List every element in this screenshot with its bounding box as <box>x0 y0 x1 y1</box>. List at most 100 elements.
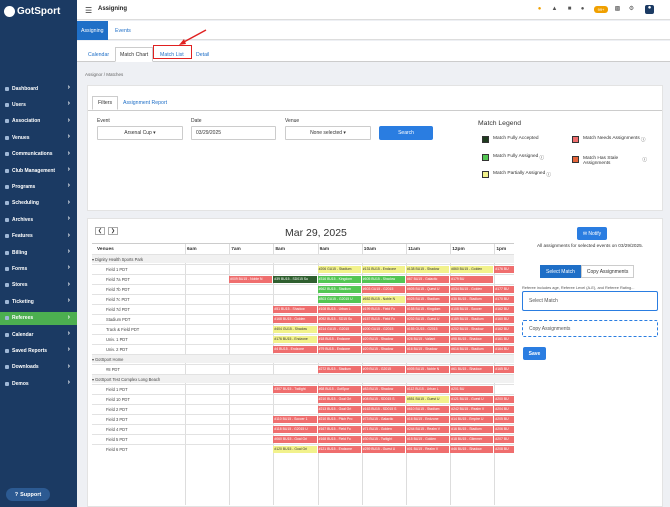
grid-icon[interactable]: ▩ <box>614 6 621 12</box>
match-block[interactable]: #68 BU15 - GotSpor <box>317 386 362 393</box>
copy-assignments-input[interactable]: Copy Assignments <box>522 320 658 337</box>
match-block[interactable]: #189 BU15 - Stadium <box>450 316 495 323</box>
match-block[interactable]: #605 BU15 - Shadow <box>361 276 406 283</box>
match-block[interactable]: #155 GU15 - G2015 <box>406 326 451 333</box>
match-block[interactable]: #73 BU15 - Galactic <box>361 416 406 423</box>
match-block[interactable]: #158 BU15 - Kingdom <box>406 306 451 313</box>
next-day-button[interactable]: ❯ <box>108 227 118 235</box>
sidebar-item-communications[interactable]: Communications › <box>0 148 77 161</box>
match-block[interactable]: #307 BU15 - Twilight <box>273 386 318 393</box>
match-block[interactable]: #20 BU15 - Shadow <box>361 336 406 343</box>
match-block[interactable]: #167 BU15 - Field Fo <box>317 426 362 433</box>
tab-match-list[interactable]: Match List <box>160 51 184 58</box>
tab-assigning[interactable]: Assigning <box>77 21 108 40</box>
prev-day-button[interactable]: ❮ <box>95 227 105 235</box>
match-block[interactable]: #605 BU15 - Quest U <box>406 286 451 293</box>
match-block[interactable]: #201 BU <box>450 386 495 393</box>
info-icon[interactable]: ⓘ <box>642 158 647 163</box>
sidebar-item-stores[interactable]: Stores › <box>0 279 77 292</box>
match-block[interactable]: #08 BU15 - SD015 S <box>361 396 406 403</box>
match-block[interactable]: #131 BU15 - Endzone <box>361 266 406 273</box>
tab-copy-assignments[interactable]: Copy Assignments <box>580 265 635 278</box>
match-block[interactable]: #16 BU15 - Stadium <box>450 426 495 433</box>
sidebar-item-downloads[interactable]: Downloads › <box>0 361 77 374</box>
match-block[interactable]: #213 BU15 - Goal Gri <box>317 406 362 413</box>
match-block[interactable]: #244 BU15 - Realm V <box>406 426 451 433</box>
event-select[interactable]: Arsenal Cup ▾ <box>97 126 183 140</box>
match-block[interactable]: #242 BU15 - Realm V <box>450 406 495 413</box>
match-block[interactable]: #662 BU15 - Stadium <box>317 286 362 293</box>
notify-button[interactable]: ✉ Notify <box>577 227 607 240</box>
match-block[interactable]: #26 BU15 - Valiant <box>406 336 451 343</box>
match-block[interactable]: #16 BU15 - Shadow <box>406 346 451 353</box>
match-block[interactable]: #259 BU15 - Guest U <box>361 446 406 453</box>
match-block[interactable]: #092 BU15 - SD15 Su <box>317 316 362 323</box>
match-block[interactable]: #121 BU15 - Endzone <box>317 446 362 453</box>
match-block[interactable]: #207 BU <box>494 436 514 443</box>
match-block[interactable]: #164 BU <box>494 346 514 353</box>
venue-select[interactable]: None selected ▾ <box>285 126 371 140</box>
match-block[interactable]: #138 BU15 - Shadow <box>406 266 451 273</box>
messages-badge[interactable]: 99+ <box>594 6 608 13</box>
match-block[interactable]: #272 BU15 - Stadium <box>317 366 362 373</box>
match-block[interactable]: #168 BU15 - Field Fo <box>317 436 362 443</box>
sidebar-item-calendar[interactable]: Calendar › <box>0 328 77 341</box>
sidebar-item-dashboard[interactable]: Dashboard › <box>0 82 77 95</box>
match-block[interactable]: #162 BU <box>494 306 514 313</box>
help-icon[interactable]: ● <box>537 6 542 12</box>
match-block[interactable]: #18 BU15 - Endzone <box>317 336 362 343</box>
match-block[interactable]: #51 BU15 - Shadow <box>273 306 318 313</box>
match-block[interactable]: #120 BU15 - Goal Gri <box>273 446 318 453</box>
match-block[interactable]: #39 BU15 - SD015 Su <box>273 276 318 283</box>
match-block[interactable]: #803 GU15 - G2015 U <box>317 296 362 303</box>
match-block[interactable]: #205 BU <box>494 416 514 423</box>
match-block[interactable]: #176 BU <box>494 266 514 273</box>
search-button[interactable]: Search <box>379 126 433 140</box>
match-block[interactable]: #118 BU15 - G2015 U <box>273 426 318 433</box>
gotsport-logo[interactable]: GotSport <box>4 5 60 17</box>
match-block[interactable]: #610 BU15 - Stadium <box>406 406 451 413</box>
match-block[interactable]: #4 BU15 - Endzone <box>273 346 318 353</box>
hamburger-menu-icon[interactable]: ☰ <box>85 6 93 15</box>
match-block[interactable]: #01 BU15 - Realm V <box>406 446 451 453</box>
match-block[interactable]: #170 BU <box>494 296 514 303</box>
match-block[interactable]: #61 BU15 - Shadow <box>450 366 495 373</box>
sidebar-item-saved-reports[interactable]: Saved Reports › <box>0 344 77 357</box>
match-block[interactable]: #112 BU15 - Urban L <box>406 386 451 393</box>
match-block[interactable]: #200 GU15 - G2015 <box>361 326 406 333</box>
match-block[interactable]: #316 BU15 - Kingdom <box>317 276 362 283</box>
match-block[interactable]: #034 BU15 - Golden <box>450 286 495 293</box>
match-block[interactable]: #168 BU15 - Golden <box>273 316 318 323</box>
sidebar-item-users[interactable]: Users › <box>0 98 77 111</box>
user-icon[interactable]: ● <box>580 6 585 12</box>
match-block[interactable]: #200 BU <box>494 396 514 403</box>
match-block[interactable]: #202 BU15 - Guest U <box>406 316 451 323</box>
match-block[interactable]: #210 BU15 - Goal Gri <box>317 396 362 403</box>
sidebar-item-forms[interactable]: Forms › <box>0 262 77 275</box>
sidebar-item-demos[interactable]: Demos › <box>0 377 77 390</box>
venue-group-row[interactable]: ▾ GotSport Test Complex Long Beach <box>92 374 514 383</box>
notifications-icon[interactable]: ▲ <box>551 6 558 12</box>
match-block[interactable]: #208 BU <box>494 446 514 453</box>
sidebar-item-referees[interactable]: Referees › <box>0 311 77 325</box>
info-icon[interactable]: ⓘ <box>546 173 552 178</box>
match-block[interactable]: #108 BU15 - Soccer <box>450 306 495 313</box>
match-block[interactable]: #009 BU15 - Noble N <box>229 276 274 283</box>
tab-events[interactable]: Events <box>115 27 131 34</box>
match-block[interactable]: #71 BU15 - Golden <box>361 426 406 433</box>
match-block[interactable]: #060 BU15 - Goal Gri <box>273 436 318 443</box>
sidebar-item-ticketing[interactable]: Ticketing › <box>0 295 77 308</box>
match-block[interactable]: #210 BU15 - Pitch Pro <box>317 416 362 423</box>
match-block[interactable]: #162 BU <box>494 326 514 333</box>
select-match-input[interactable]: Select Match <box>522 291 658 311</box>
settings-icon[interactable]: ⚙ <box>628 6 635 12</box>
match-block[interactable]: #176 BU15 - Endzone <box>273 336 318 343</box>
match-block[interactable]: #36 BU15 - Stadium <box>450 296 495 303</box>
tab-match-chart[interactable]: Match Chart <box>115 47 154 62</box>
match-block[interactable]: #14 BU15 - Empire U <box>450 416 495 423</box>
match-block[interactable]: #202 BU15 - Shadow <box>450 326 495 333</box>
match-block[interactable]: #404 GU15 - Shadow <box>273 326 318 333</box>
match-block[interactable]: #860 BU15 - Golden <box>450 266 495 273</box>
sidebar-item-billing[interactable]: Billing › <box>0 246 77 259</box>
match-block[interactable]: #179 BU <box>450 276 495 283</box>
